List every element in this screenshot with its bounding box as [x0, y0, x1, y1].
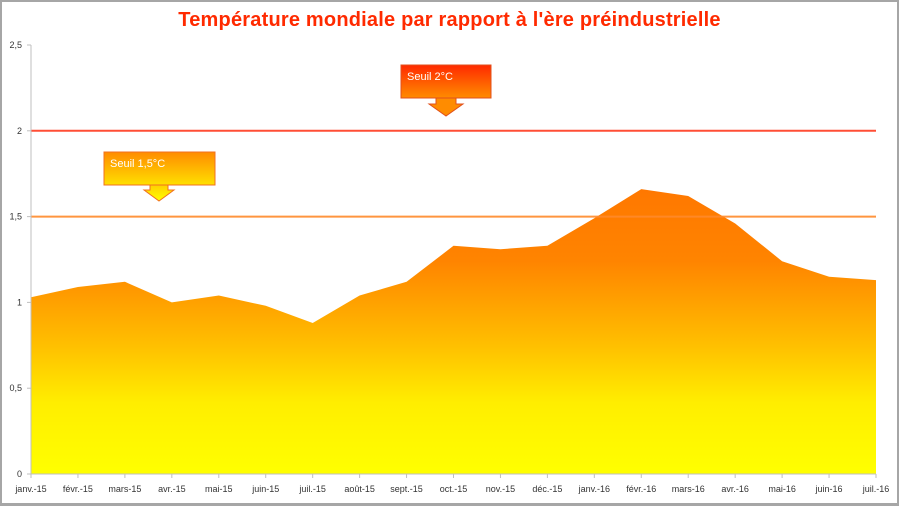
x-tick-label: déc.-15 — [532, 484, 562, 494]
x-tick-label: oct.-15 — [440, 484, 468, 494]
x-axis-ticks: janv.-15 févr.-15 mars-15 avr.-15 mai-15 juin… — [14, 474, 889, 494]
x-tick-label: août-15 — [344, 484, 375, 494]
y-axis-ticks: 0 0,5 1 1,5 2 2,5 — [9, 40, 31, 479]
x-tick-label: mai-16 — [768, 484, 796, 494]
x-tick-label: juil.-16 — [862, 484, 890, 494]
x-tick-label: avr.-16 — [721, 484, 749, 494]
x-tick-label: févr.-16 — [626, 484, 656, 494]
x-tick-label: janv.-16 — [578, 484, 610, 494]
callout-box — [400, 64, 492, 99]
callout-label: Seuil 2°C — [407, 71, 453, 83]
callout-seuil-1-5: Seuil 1,5°C — [103, 151, 216, 202]
x-tick-label: avr.-15 — [158, 484, 186, 494]
x-tick-label: juil.-15 — [298, 484, 326, 494]
callout-label: Seuil 1,5°C — [110, 158, 165, 170]
chart-title: Température mondiale par rapport à l'ère… — [178, 9, 721, 31]
temperature-area — [31, 189, 876, 474]
x-tick-label: févr.-15 — [63, 484, 93, 494]
y-tick-label: 2,5 — [9, 40, 22, 50]
x-tick-label: mars-16 — [672, 484, 705, 494]
y-tick-label: 1 — [17, 297, 22, 307]
reference-lines — [31, 129, 876, 218]
y-tick-label: 0 — [17, 469, 22, 479]
arrow-down-icon — [142, 184, 176, 202]
x-tick-label: janv.-15 — [14, 484, 46, 494]
y-tick-label: 1,5 — [9, 212, 22, 222]
x-tick-label: nov.-15 — [486, 484, 515, 494]
x-tick-label: mars-15 — [108, 484, 141, 494]
y-tick-label: 0,5 — [9, 383, 22, 393]
callout-box — [103, 151, 216, 186]
callout-seuil-2: Seuil 2°C — [400, 64, 492, 117]
y-tick-label: 2 — [17, 126, 22, 136]
x-tick-label: mai-15 — [205, 484, 233, 494]
x-tick-label: juin-15 — [251, 484, 279, 494]
x-tick-label: sept.-15 — [390, 484, 423, 494]
x-tick-label: juin-16 — [815, 484, 843, 494]
temperature-area-fill — [31, 189, 876, 474]
arrow-down-icon — [427, 97, 465, 117]
